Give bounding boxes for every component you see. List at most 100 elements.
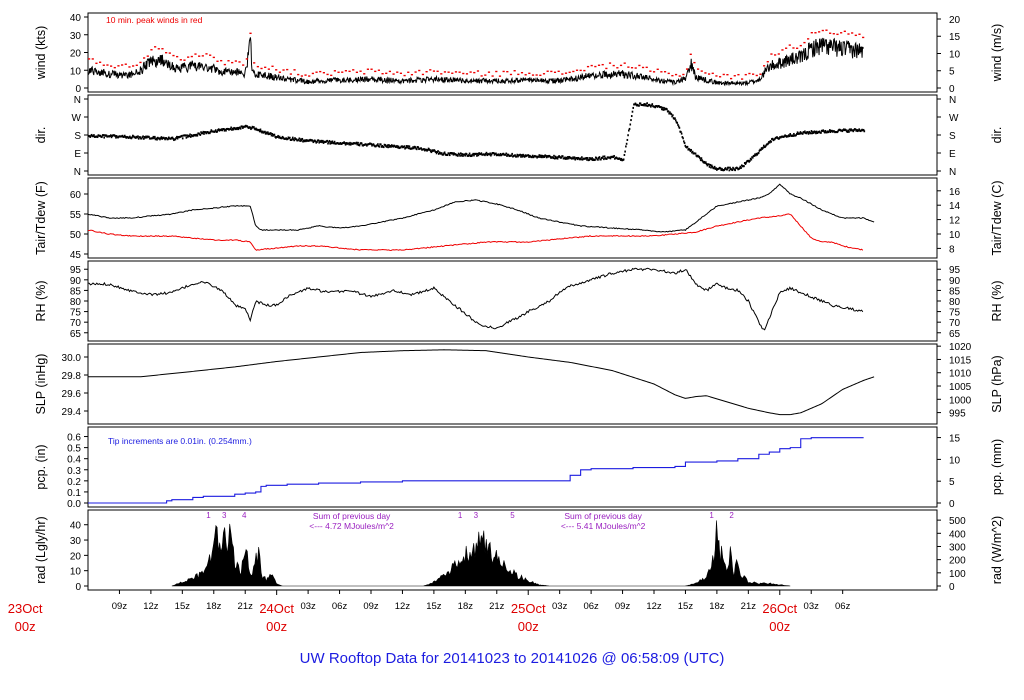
peak-wind-point [374,70,377,73]
left-tick-label-slp: 30.0 [62,353,82,364]
direction-point [670,113,673,116]
peak-wind-point [135,64,138,66]
direction-point [276,135,279,138]
peak-wind-point [715,75,718,77]
series-radiation-area [171,520,791,587]
series-slp-line [88,349,875,416]
direction-point [317,139,320,142]
direction-point [305,140,307,143]
direction-point [414,146,417,149]
direction-point [475,152,477,155]
direction-point [490,153,493,156]
direction-point [528,155,530,158]
direction-point [706,164,709,167]
peak-wind-point [759,73,762,75]
direction-point [845,129,847,132]
direction-point [603,158,605,161]
peak-wind-point [572,70,575,73]
direction-point [209,132,211,135]
direction-point [171,136,174,139]
direction-point [470,155,473,158]
direction-point [669,111,671,114]
right-tick-label-wind: 15 [949,32,961,43]
peak-wind-point [737,73,740,76]
right-tick-label-dir: N [949,95,956,106]
annotation-wind: 10 min. peak winds in red [106,15,203,25]
direction-point [545,156,548,159]
direction-point [710,164,713,167]
peak-wind-point [469,71,472,73]
direction-point [823,130,825,133]
peak-wind-point [623,62,626,64]
peak-wind-point [311,72,314,75]
peak-wind-point [143,57,146,59]
direction-point [448,154,451,157]
right-tick-label-temp: 8 [949,244,955,255]
direction-point [480,152,483,155]
right-tick-label-temp: 12 [949,216,961,227]
direction-point [239,127,242,130]
right-tick-label-wind: 0 [949,84,955,95]
direction-point [189,133,191,136]
direction-point [152,135,155,138]
direction-point [627,134,629,137]
direction-point [134,136,137,139]
right-tick-label-temp: 10 [949,230,961,241]
left-tick-label-rad: 40 [70,521,82,532]
direction-point [740,166,742,169]
direction-point [793,132,795,135]
x-tick-label: 18z [206,601,222,612]
peak-wind-point [652,71,656,73]
peak-wind-point [539,74,542,77]
direction-point [796,131,799,134]
direction-point [699,159,702,162]
direction-point [129,135,131,138]
direction-point [700,157,703,160]
direction-point [639,102,642,105]
ylabel-left-rad: rad (Lgly/hr) [34,516,48,583]
panel-frame-rad [87,509,938,591]
peak-wind-point [579,69,582,72]
direction-point [628,129,630,132]
direction-point [184,134,187,137]
direction-point [231,128,233,131]
direction-point [654,106,657,109]
direction-point [385,145,388,148]
direction-point [160,136,163,139]
direction-point [707,163,710,166]
peak-wind-point [183,59,186,61]
series-precipitation-line [88,437,864,504]
direction-point [426,149,429,152]
peak-wind-point [176,55,179,58]
peak-wind-point [451,72,454,74]
x-date-label: 25Oct [511,601,546,616]
peak-wind-point [407,71,410,73]
direction-point [412,146,414,149]
direction-point [807,131,809,134]
peak-wind-point [388,70,392,73]
series-tair-line [87,183,875,233]
peak-wind-point [429,69,432,71]
direction-point [360,142,363,145]
direction-point [594,158,596,161]
direction-point [300,139,303,142]
ylabel-right-slp: SLP (hPa) [990,355,1004,412]
direction-point [435,152,438,155]
direction-point [174,138,177,141]
peak-wind-point [513,70,516,72]
direction-point [103,136,106,139]
direction-point [472,152,475,155]
direction-point [148,135,150,138]
direction-point [829,131,832,134]
direction-point [493,152,495,155]
direction-point [344,142,346,145]
direction-point [540,156,543,159]
direction-point [857,129,860,132]
direction-point [848,130,850,133]
direction-point [545,154,547,157]
direction-point [258,130,261,133]
peak-wind-point [165,52,168,54]
direction-point [204,131,207,134]
direction-point [719,167,722,170]
direction-point [628,127,631,130]
